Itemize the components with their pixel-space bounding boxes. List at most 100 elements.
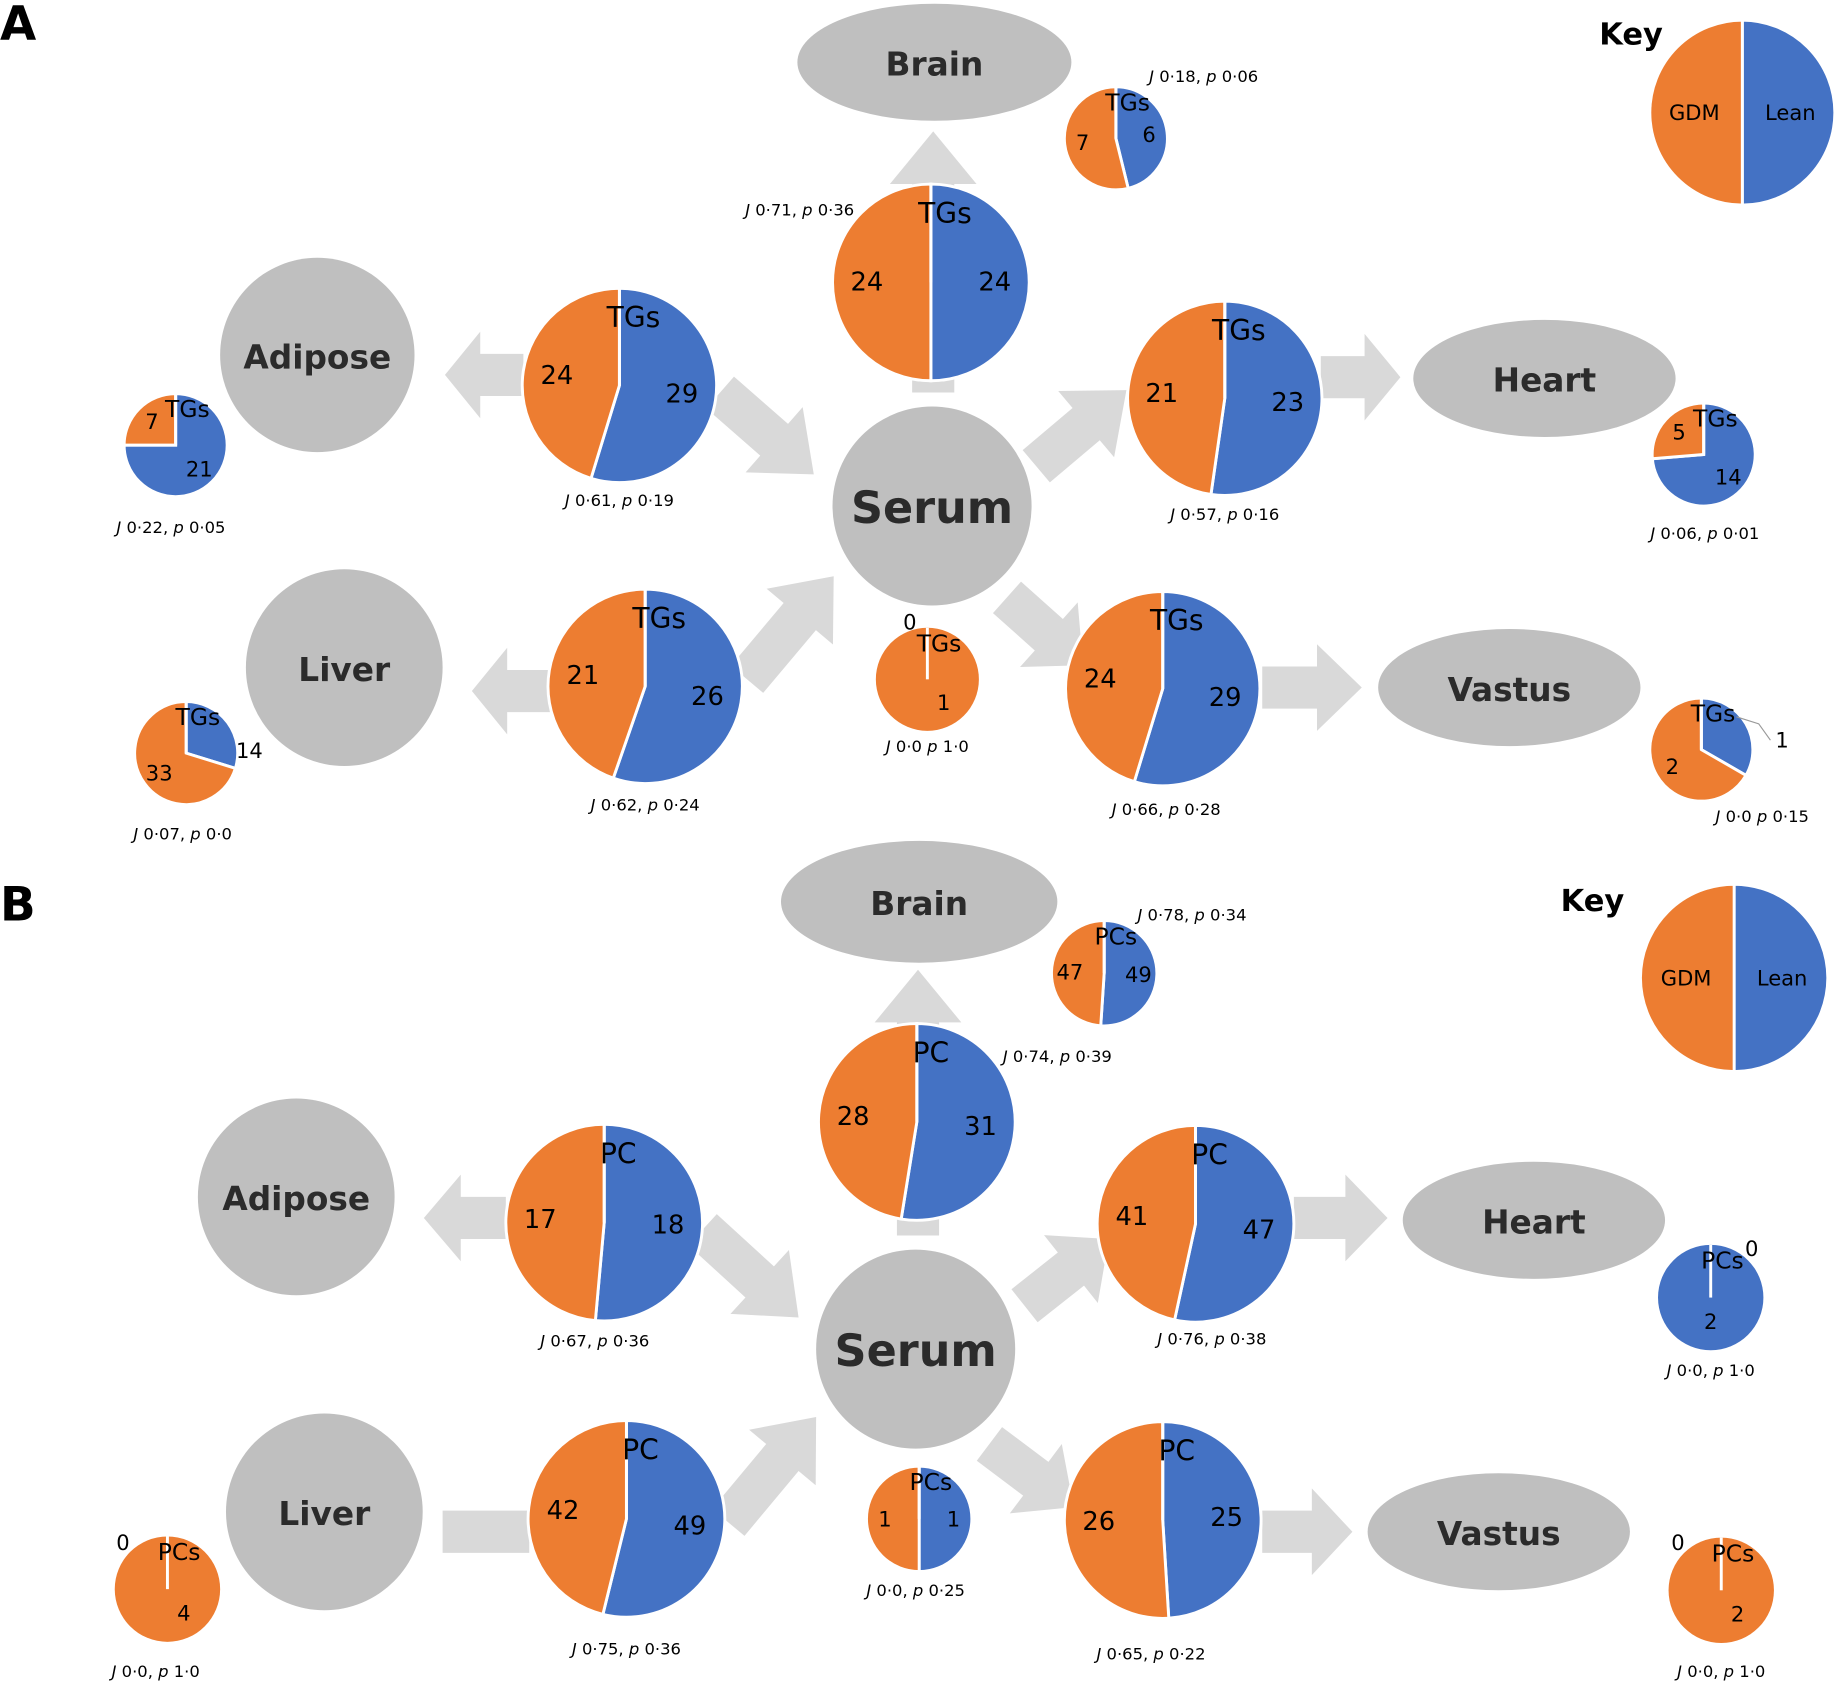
lean-slice bbox=[601, 1419, 727, 1619]
stat-value: , bbox=[902, 1581, 912, 1600]
gdm-slice bbox=[1095, 1123, 1197, 1322]
pie-vastus: PCs 2 0 J 0·0, p 1·0 bbox=[1668, 1530, 1774, 1681]
organ-shape bbox=[1402, 1161, 1666, 1279]
legend-key: Key GDM Lean bbox=[1561, 882, 1830, 1074]
key-lean-slice bbox=[1740, 18, 1836, 207]
key-lean-slice bbox=[1732, 882, 1830, 1074]
pie-adipose-serum: TGs 24 29 J 0·61, p 0·19 bbox=[520, 286, 719, 510]
stat-value: 0·05 bbox=[189, 518, 225, 537]
gdm-value: 7 bbox=[145, 409, 158, 434]
stat-value: 0·36 bbox=[818, 201, 854, 220]
stat-value: 0·0 bbox=[1687, 1662, 1713, 1681]
pie-type-label: TGs bbox=[631, 602, 686, 635]
pie-brain: TGs 7 6 J 0·18, p 0·06 bbox=[1062, 67, 1258, 192]
pie-brain-serum: TGs 24 24 J 0·71, p 0·36 bbox=[742, 182, 1031, 383]
stat-value: , bbox=[1143, 1644, 1153, 1663]
panel-letter: B bbox=[0, 879, 36, 933]
pie-vastus: TGs 2 1 J 0·0 p 0·15 bbox=[1648, 696, 1809, 826]
gdm-slice bbox=[1648, 696, 1748, 803]
jaccard-p-stat: J 0·0, p 0·25 bbox=[863, 1581, 965, 1600]
organ-shape bbox=[816, 1249, 1016, 1449]
jaccard-p-stat: J 0·22, p 0·05 bbox=[113, 518, 225, 537]
stat-symbol: p bbox=[926, 737, 943, 756]
lean-slice bbox=[899, 1022, 1017, 1222]
organ-label: Vastus bbox=[1447, 671, 1571, 709]
stat-value: 0·01 bbox=[1723, 524, 1759, 543]
stat-symbol: p bbox=[189, 825, 206, 844]
lean-slice bbox=[1099, 919, 1159, 1028]
jaccard-p-stat: J 0·61, p 0·19 bbox=[562, 491, 674, 510]
gdm-value: 33 bbox=[146, 760, 173, 785]
organ-serum: Serum bbox=[832, 406, 1032, 606]
organ-label: Adipose bbox=[222, 1180, 370, 1218]
jaccard-p-stat: J 0·71, p 0·36 bbox=[742, 201, 854, 220]
key-lean-label: Lean bbox=[1765, 100, 1816, 125]
stat-value: 0·22 bbox=[126, 518, 162, 537]
pie-type-label: PC bbox=[913, 1037, 950, 1070]
flow-arrow bbox=[706, 376, 814, 475]
gdm-slice bbox=[1650, 401, 1706, 461]
organ-label: Heart bbox=[1482, 1204, 1586, 1242]
stat-value: 0·28 bbox=[1184, 800, 1220, 819]
jaccard-p-stat: J 0·0 p 1·0 bbox=[883, 737, 969, 756]
pie-type-label: PCs bbox=[1095, 922, 1138, 950]
stat-value: 0·22 bbox=[1169, 1644, 1205, 1663]
stat-symbol: J bbox=[1134, 906, 1147, 925]
stat-symbol: J bbox=[742, 201, 755, 220]
flow-arrow bbox=[1293, 1174, 1388, 1262]
key-gdm-slice bbox=[1648, 18, 1744, 207]
lean-value: 25 bbox=[1210, 1503, 1243, 1533]
flow-arrow bbox=[688, 1214, 799, 1318]
stat-symbol: p bbox=[1712, 1361, 1729, 1380]
stat-symbol: p bbox=[912, 1581, 929, 1600]
organ-shape bbox=[1413, 319, 1676, 437]
pie-type-label: TGs bbox=[1692, 404, 1738, 432]
stat-symbol: J bbox=[1154, 1329, 1167, 1348]
stat-symbol: p bbox=[1152, 1644, 1169, 1663]
stat-symbol: J bbox=[863, 1581, 876, 1600]
gdm-value: 42 bbox=[547, 1496, 580, 1526]
pie-type-label: PC bbox=[1191, 1138, 1228, 1171]
lean-value: 6 bbox=[1142, 122, 1155, 147]
lean-value: 2 bbox=[1704, 1309, 1717, 1334]
gdm-value: 1 bbox=[878, 1506, 891, 1531]
gdm-slice bbox=[1050, 919, 1106, 1028]
gdm-slice bbox=[831, 182, 933, 383]
stat-value: , bbox=[180, 825, 190, 844]
lean-value: 49 bbox=[1125, 962, 1152, 987]
organ-label: Vastus bbox=[1437, 1515, 1561, 1553]
organ-liver: Liver bbox=[245, 569, 443, 766]
flow-arrow bbox=[1011, 1235, 1109, 1323]
stat-value: 0·18 bbox=[1159, 67, 1195, 86]
organ-shape bbox=[832, 406, 1032, 606]
jaccard-p-stat: J 0·0, p 1·0 bbox=[109, 1662, 200, 1681]
flow-arrow bbox=[992, 581, 1084, 668]
lean-value: 31 bbox=[964, 1112, 997, 1142]
organ-label: Brain bbox=[885, 46, 983, 84]
pie-type-label: TGs bbox=[606, 301, 661, 334]
stat-symbol: p bbox=[1226, 505, 1243, 524]
lean-value: 21 bbox=[186, 456, 213, 481]
stat-value: 0·06 bbox=[1222, 67, 1258, 86]
lean-value: 23 bbox=[1271, 388, 1304, 418]
stat-value: , bbox=[611, 491, 621, 510]
pie-heart: TGs 5 14 J 0·06, p 0·01 bbox=[1647, 401, 1759, 543]
gdm-value: 21 bbox=[1145, 379, 1178, 409]
organ-heart: Heart bbox=[1413, 319, 1676, 437]
key-gdm-label: GDM bbox=[1661, 965, 1712, 990]
gdm-value: 1 bbox=[937, 690, 950, 715]
lean-value: 49 bbox=[674, 1512, 707, 1542]
gdm-slice bbox=[526, 1419, 628, 1617]
key-gdm-label: GDM bbox=[1669, 100, 1720, 125]
stat-symbol: J bbox=[130, 825, 143, 844]
lean-value: 29 bbox=[666, 380, 699, 410]
stat-symbol: J bbox=[1647, 524, 1660, 543]
organ-shape bbox=[220, 257, 415, 453]
lean-value: 26 bbox=[691, 682, 724, 712]
gdm-slice bbox=[1062, 1420, 1171, 1620]
lean-value: 14 bbox=[1715, 465, 1742, 490]
stat-value: 1·0 bbox=[943, 737, 969, 756]
stat-symbol: p bbox=[157, 1662, 174, 1681]
stat-value: 0·75 bbox=[582, 1640, 618, 1659]
